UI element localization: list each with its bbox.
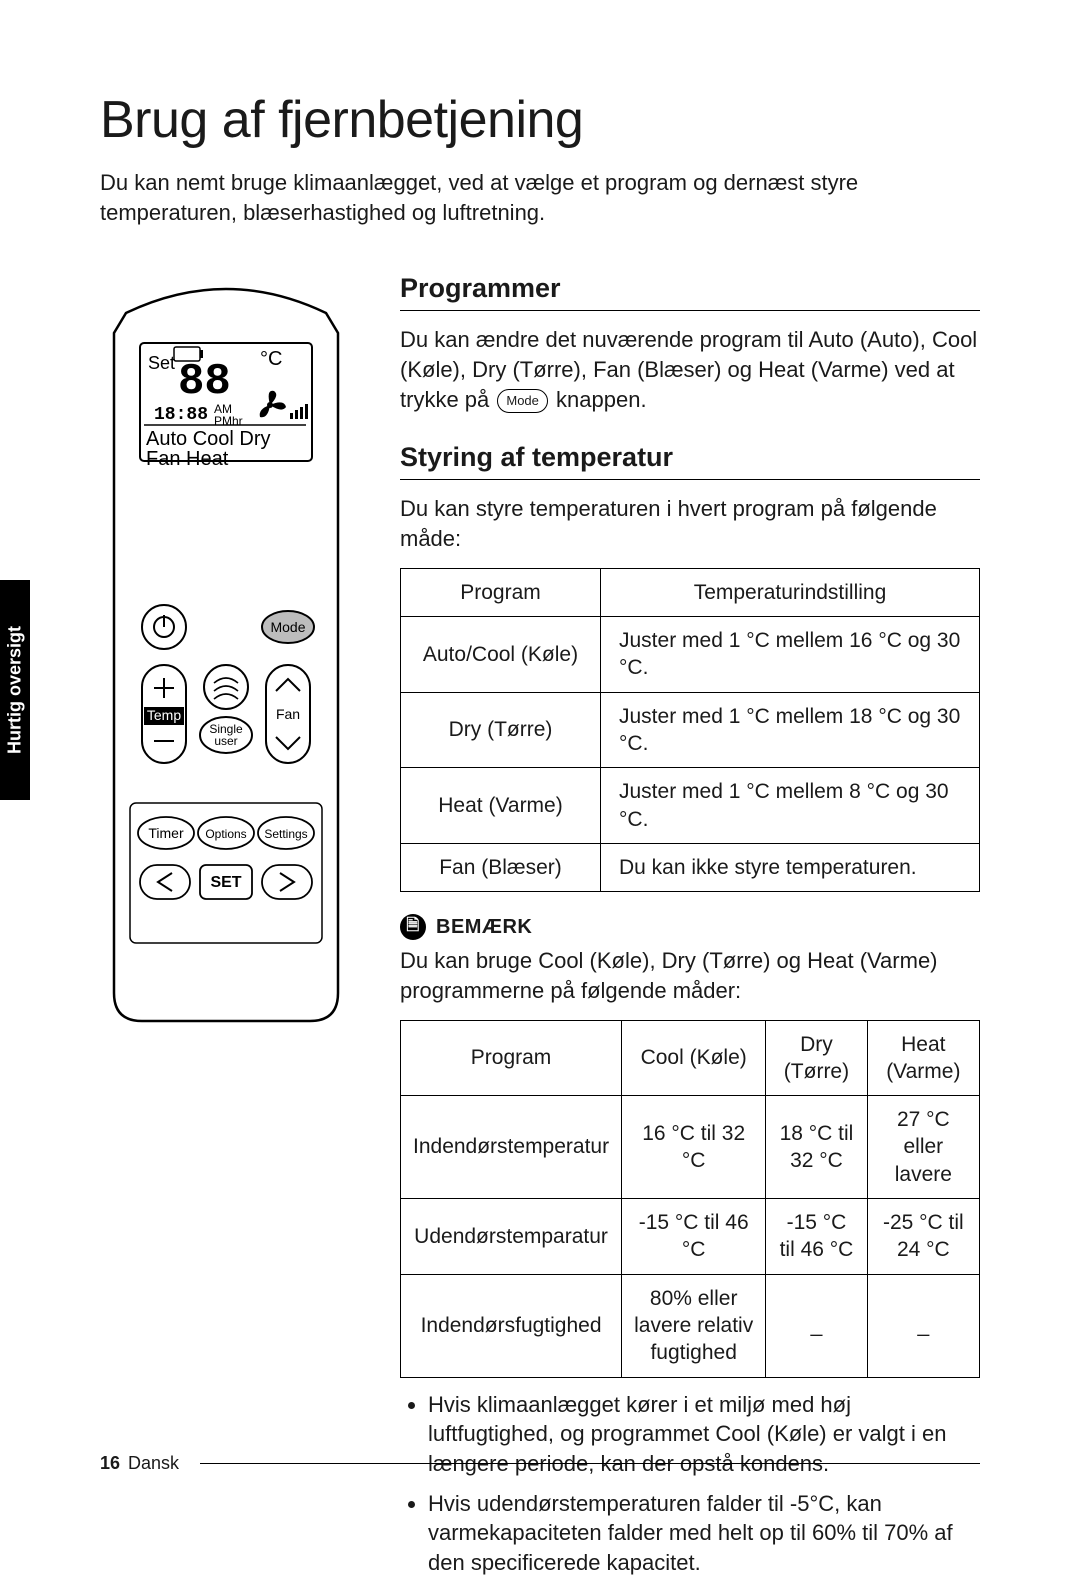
t1-cell: Juster med 1 °C mellem 16 °C og 30 °C. (601, 617, 980, 693)
t1-cell: Heat (Varme) (401, 768, 601, 844)
note-heading: 🗎 BEMÆRK (400, 914, 980, 940)
table-row: Heat (Varme) Juster med 1 °C mellem 8 °C… (401, 768, 980, 844)
programmer-text-after: knappen. (556, 387, 647, 412)
t2-cell: _ (766, 1274, 867, 1377)
table-row: Program Cool (Køle) Dry (Tørre) Heat (Va… (401, 1020, 980, 1096)
t2-cell: 18 °C til 32 °C (766, 1096, 867, 1199)
t2-cell: Indendørstemperatur (401, 1096, 622, 1199)
t2-cell: 16 °C til 32 °C (622, 1096, 766, 1199)
note-icon: 🗎 (400, 914, 426, 940)
t1-cell: Fan (Blæser) (401, 843, 601, 891)
display-modes-l1: Auto Cool Dry (146, 428, 271, 450)
temp-label: Temp (147, 707, 181, 723)
display-set: Set (148, 353, 175, 373)
fan-label: Fan (276, 706, 300, 722)
programmer-text-before: Du kan ændre det nuværende program til A… (400, 327, 977, 411)
display-clock: 18:88 (154, 405, 208, 425)
intro-paragraph: Du kan nemt bruge klimaanlægget, ved at … (100, 168, 980, 227)
programmer-body: Du kan ændre det nuværende program til A… (400, 325, 980, 414)
temperature-table: Program Temperaturindstilling Auto/Cool … (400, 568, 980, 892)
table-row: Indendørsfugtighed 80% eller lavere rela… (401, 1274, 980, 1377)
t2-head-3: Heat (Varme) (867, 1020, 979, 1096)
set-label: SET (210, 874, 241, 891)
styring-lead: Du kan styre temperaturen i hvert progra… (400, 494, 980, 553)
styring-heading: Styring af temperatur (400, 442, 980, 480)
mode-button-label: Mode (270, 619, 305, 635)
remote-illustration: Set 88 °C 18:88 AM PMhr (100, 273, 352, 1587)
chevron-right-icon (280, 873, 294, 891)
display-degc: °C (260, 348, 282, 370)
table-row: Indendørstemperatur 16 °C til 32 °C 18 °… (401, 1096, 980, 1199)
t2-cell: 80% eller lavere relativ fugtighed (622, 1274, 766, 1377)
t1-head-0: Program (401, 568, 601, 616)
table-row: Udendørstemparatur -15 °C til 46 °C -15 … (401, 1199, 980, 1275)
table-row: Fan (Blæser) Du kan ikke styre temperatu… (401, 843, 980, 891)
swing-button[interactable] (204, 665, 248, 709)
left-arrow-button[interactable] (140, 865, 190, 899)
swing-icon (214, 678, 238, 699)
t1-cell: Du kan ikke styre temperaturen. (601, 843, 980, 891)
timer-label: Timer (148, 825, 184, 841)
table-row: Auto/Cool (Køle) Juster med 1 °C mellem … (401, 617, 980, 693)
footer-rule (200, 1463, 980, 1464)
note-label: BEMÆRK (436, 916, 532, 939)
display-digits: 88 (178, 357, 231, 407)
t2-cell: Indendørsfugtighed (401, 1274, 622, 1377)
t2-cell: -15 °C til 46 °C (766, 1199, 867, 1275)
t2-head-0: Program (401, 1020, 622, 1096)
chevron-left-icon (158, 873, 172, 891)
settings-label: Settings (264, 827, 307, 841)
t2-cell: -25 °C til 24 °C (867, 1199, 979, 1275)
page-lang: Dansk (128, 1453, 179, 1474)
t2-cell: _ (867, 1274, 979, 1377)
list-item: Hvis udendørstemperaturen falder til -5°… (428, 1489, 980, 1578)
t2-cell: -15 °C til 46 °C (622, 1199, 766, 1275)
side-tab-label: Hurtig oversigt (5, 626, 26, 754)
table-row: Program Temperaturindstilling (401, 568, 980, 616)
power-icon (154, 615, 174, 637)
conditions-table: Program Cool (Køle) Dry (Tørre) Heat (Va… (400, 1020, 980, 1378)
programmer-heading: Programmer (400, 273, 980, 311)
t2-cell: Udendørstemparatur (401, 1199, 622, 1275)
display-pmhr: PMhr (214, 414, 243, 428)
display-modes-l2: Fan Heat (146, 448, 229, 470)
options-label: Options (205, 827, 246, 841)
note-bullets: Hvis klimaanlægget kører i et miljø med … (400, 1390, 980, 1578)
page-number: 16 (100, 1453, 120, 1474)
list-item: Hvis klimaanlægget kører i et miljø med … (428, 1390, 980, 1479)
right-arrow-button[interactable] (262, 865, 312, 899)
side-tab: Hurtig oversigt (0, 580, 30, 800)
page-title: Brug af fjernbetjening (100, 90, 980, 150)
t1-cell: Auto/Cool (Køle) (401, 617, 601, 693)
t1-cell: Dry (Tørre) (401, 692, 601, 768)
note-lead: Du kan bruge Cool (Køle), Dry (Tørre) og… (400, 946, 980, 1005)
t2-head-2: Dry (Tørre) (766, 1020, 867, 1096)
page-footer: 16 Dansk (100, 1453, 179, 1474)
single-user-label-2: user (214, 734, 237, 748)
t2-cell: 27 °C eller lavere (867, 1096, 979, 1199)
t1-head-1: Temperaturindstilling (601, 568, 980, 616)
table-row: Dry (Tørre) Juster med 1 °C mellem 18 °C… (401, 692, 980, 768)
mode-pill: Mode (497, 389, 548, 413)
t1-cell: Juster med 1 °C mellem 18 °C og 30 °C. (601, 692, 980, 768)
t2-head-1: Cool (Køle) (622, 1020, 766, 1096)
t1-cell: Juster med 1 °C mellem 8 °C og 30 °C. (601, 768, 980, 844)
